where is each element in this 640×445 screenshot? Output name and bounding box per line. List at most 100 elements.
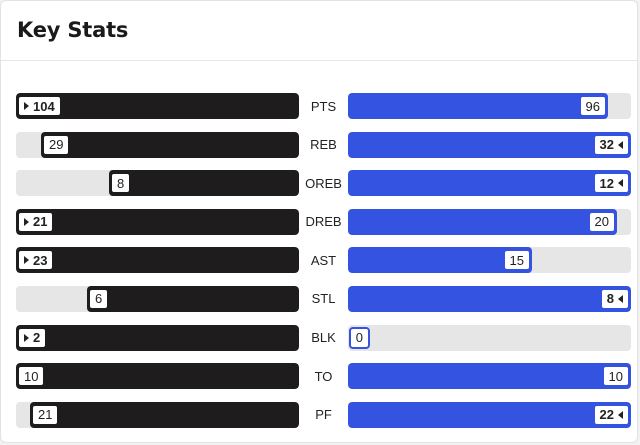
leader-arrow-icon [24, 217, 29, 226]
right-team-bar-track: 10 [348, 363, 631, 390]
stat-value: 15 [509, 252, 524, 268]
stat-value: 2 [33, 330, 41, 346]
leader-arrow-icon [24, 102, 29, 110]
left-team-bar-track: 8 [16, 170, 299, 197]
left-team-bar-fill [109, 170, 299, 197]
right-team-bar-fill [348, 363, 631, 390]
right-team-bar-track: 20 [348, 208, 631, 235]
stat-value: 104 [33, 98, 55, 114]
stat-value: 20 [594, 214, 609, 230]
left-team-bar-fill [16, 324, 299, 351]
left-team-value: 23 [17, 249, 55, 272]
right-team-value: 32 [592, 133, 630, 156]
card-header: Key Stats [1, 1, 637, 61]
stat-label: TO [314, 368, 333, 384]
left-team-value: 10 [17, 365, 46, 388]
right-team-value: 15 [502, 249, 531, 272]
stat-label: PTS [310, 98, 337, 114]
stat-value: 32 [599, 137, 614, 153]
right-team-bar-fill [348, 208, 617, 235]
right-team-bar-fill [348, 285, 631, 312]
leader-arrow-icon [24, 256, 29, 265]
stat-row-pf: 21 22 PF [1, 401, 640, 441]
right-team-bar-fill [348, 401, 631, 428]
stat-row-blk: 2 0 BLK [1, 324, 640, 364]
right-team-bar-track: 12 [348, 170, 631, 197]
stat-value: 12 [599, 175, 614, 191]
left-team-bar-track: 10 [16, 363, 299, 390]
stat-label: DREB [305, 214, 342, 230]
right-team-value: 12 [592, 172, 630, 195]
leader-arrow-icon [618, 140, 623, 149]
left-team-value: 104 [17, 95, 62, 117]
stat-value: 8 [606, 291, 614, 307]
right-team-bar-track: 32 [348, 131, 631, 158]
left-team-bar-fill [30, 401, 299, 428]
left-team-bar-fill [16, 247, 299, 274]
left-team-bar-track: 29 [16, 131, 299, 158]
stat-row-stl: 6 8 STL [1, 285, 640, 325]
stats-rows: 104 96 PTS 29 32 REB 8 12 OREB 21 20 DREB 23 15 AST 6 8 S… [1, 93, 640, 440]
right-team-bar-track: 22 [348, 401, 631, 428]
left-team-value: 2 [17, 326, 48, 349]
left-team-bar-fill [41, 131, 299, 158]
leader-arrow-icon [618, 179, 623, 188]
stat-row-to: 10 10 TO [1, 363, 640, 402]
stat-label: OREB [305, 175, 342, 191]
left-team-bar-fill [16, 208, 299, 235]
right-team-bar-track: 15 [348, 247, 631, 274]
stat-label: BLK [311, 330, 336, 346]
card-title: Key Stats [17, 17, 129, 42]
stat-value: 21 [33, 214, 48, 230]
left-team-value: 29 [42, 133, 71, 156]
right-team-value: 0 [348, 326, 370, 349]
stat-row-reb: 29 32 REB [1, 131, 640, 171]
leader-arrow-icon [24, 333, 29, 342]
leader-arrow-icon [618, 294, 623, 303]
stat-value: 10 [24, 368, 39, 384]
stat-row-dreb: 21 20 DREB [1, 208, 640, 248]
right-team-bar-track: 8 [348, 285, 631, 312]
stat-value: 10 [608, 368, 623, 384]
right-team-value: 10 [601, 365, 630, 388]
stat-row-ast: 23 15 AST [1, 247, 640, 286]
right-team-bar-track: 96 [348, 93, 631, 119]
left-team-bar-fill [16, 93, 299, 119]
left-team-value: 6 [88, 287, 110, 310]
leader-arrow-icon [618, 410, 623, 419]
left-team-bar-track: 21 [16, 401, 299, 428]
left-team-bar-fill [87, 285, 299, 312]
left-team-bar-track: 6 [16, 285, 299, 312]
stat-value: 23 [33, 252, 48, 268]
right-team-bar-fill [348, 247, 532, 274]
right-team-value: 8 [599, 287, 630, 310]
stat-row-oreb: 8 12 OREB [1, 170, 640, 209]
left-team-bar-fill [16, 363, 299, 390]
stat-label: REB [310, 137, 337, 153]
right-team-value: 96 [578, 95, 607, 117]
left-team-bar-track: 21 [16, 208, 299, 235]
left-team-value: 21 [17, 210, 55, 233]
left-team-bar-track: 23 [16, 247, 299, 274]
left-team-value: 8 [110, 172, 132, 195]
stat-label: PF [315, 407, 332, 423]
right-team-bar-fill [348, 170, 631, 197]
stat-value: 21 [38, 407, 53, 423]
left-team-value: 21 [31, 403, 60, 426]
stat-value: 29 [49, 137, 64, 153]
stat-value: 22 [599, 407, 614, 423]
stat-label: STL [311, 291, 336, 307]
stat-value: 96 [585, 98, 600, 114]
right-team-value: 22 [592, 403, 630, 426]
stat-value: 0 [355, 330, 363, 346]
stat-value: 8 [117, 175, 125, 191]
left-team-bar-track: 2 [16, 324, 299, 351]
stat-label: AST [310, 252, 337, 268]
stat-value: 6 [95, 291, 103, 307]
right-team-bar-track: 0 [348, 324, 631, 351]
left-team-bar-track: 104 [16, 93, 299, 119]
right-team-value: 20 [587, 210, 616, 233]
stat-row-pts: 104 96 PTS [1, 93, 640, 132]
right-team-bar-fill [348, 93, 608, 119]
